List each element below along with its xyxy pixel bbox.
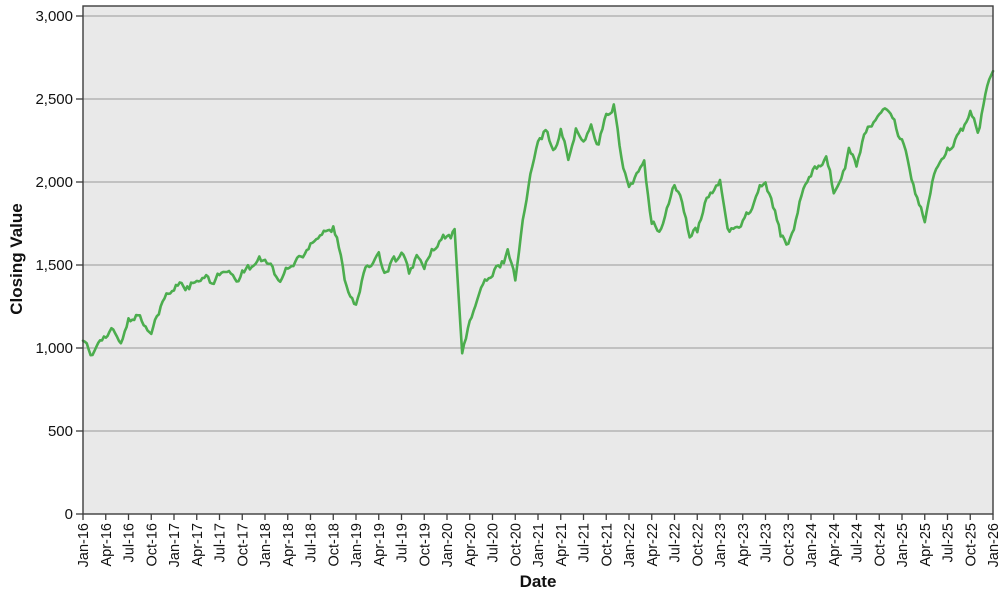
x-tick-label: Apr-16 — [99, 523, 115, 567]
x-tick-label: Oct-23 — [781, 523, 797, 567]
plot-border — [82, 5, 994, 515]
x-tick-label: Jul-21 — [577, 523, 593, 563]
x-tick-label: Jan-24 — [804, 523, 820, 567]
y-tick-label: 500 — [48, 423, 73, 440]
x-tick-label: Oct-20 — [508, 523, 524, 567]
x-tick-label: Jan-20 — [440, 523, 456, 567]
y-tick-label: 2,500 — [35, 91, 73, 108]
x-tick-label: Jan-17 — [167, 523, 183, 567]
y-tick-label: 0 — [65, 506, 73, 523]
x-tick-label: Jul-23 — [759, 523, 775, 563]
x-axis-title: Date — [519, 572, 557, 591]
x-tick-label: Oct-18 — [326, 523, 342, 567]
x-tick-label: Jan-16 — [76, 523, 92, 567]
x-tick-label: Apr-24 — [827, 523, 843, 567]
x-tick-label: Apr-18 — [281, 523, 297, 567]
y-tick-label: 3,000 — [35, 8, 73, 25]
x-tick-label: Jan-19 — [349, 523, 365, 567]
closing-value-line — [81, 69, 995, 357]
x-tick-label: Oct-21 — [599, 523, 615, 567]
x-tick-label: Jul-19 — [395, 523, 411, 563]
y-axis-title: Closing Value — [7, 203, 26, 315]
x-tick-label: Jul-22 — [668, 523, 684, 563]
x-tick-label: Jan-22 — [622, 523, 638, 567]
x-tick-label: Oct-25 — [963, 523, 979, 567]
x-tick-label: Jul-17 — [213, 523, 229, 563]
x-tick-label: Oct-16 — [144, 523, 160, 567]
x-tick-label: Apr-25 — [918, 523, 934, 567]
x-tick-label: Jul-25 — [941, 523, 957, 563]
y-tick-label: 1,500 — [35, 257, 73, 274]
x-tick-label: Apr-20 — [463, 523, 479, 567]
x-tick-label: Jan-21 — [531, 523, 547, 567]
x-tick-label: Jul-18 — [304, 523, 320, 563]
x-tick-label: Jul-16 — [122, 523, 138, 563]
x-tick-label: Oct-19 — [417, 523, 433, 567]
x-tick-label: Jul-20 — [486, 523, 502, 563]
x-tick-label: Jan-18 — [258, 523, 274, 567]
x-tick-label: Apr-23 — [736, 523, 752, 567]
x-tick-label: Apr-21 — [554, 523, 570, 567]
x-tick-label: Oct-24 — [872, 523, 888, 567]
x-tick-label: Jan-23 — [713, 523, 729, 567]
x-tick-label: Oct-17 — [235, 523, 251, 567]
x-tick-label: Apr-19 — [372, 523, 388, 567]
x-tick-label: Jan-26 — [986, 523, 1000, 567]
y-tick-label: 2,000 — [35, 174, 73, 191]
y-tick-label: 1,000 — [35, 340, 73, 357]
x-tick-label: Apr-22 — [645, 523, 661, 567]
plot-area — [83, 6, 993, 514]
x-tick-label: Jul-24 — [850, 523, 866, 563]
x-tick-label: Apr-17 — [190, 523, 206, 567]
x-tick-label: Oct-22 — [690, 523, 706, 567]
x-tick-label: Jan-25 — [895, 523, 911, 567]
